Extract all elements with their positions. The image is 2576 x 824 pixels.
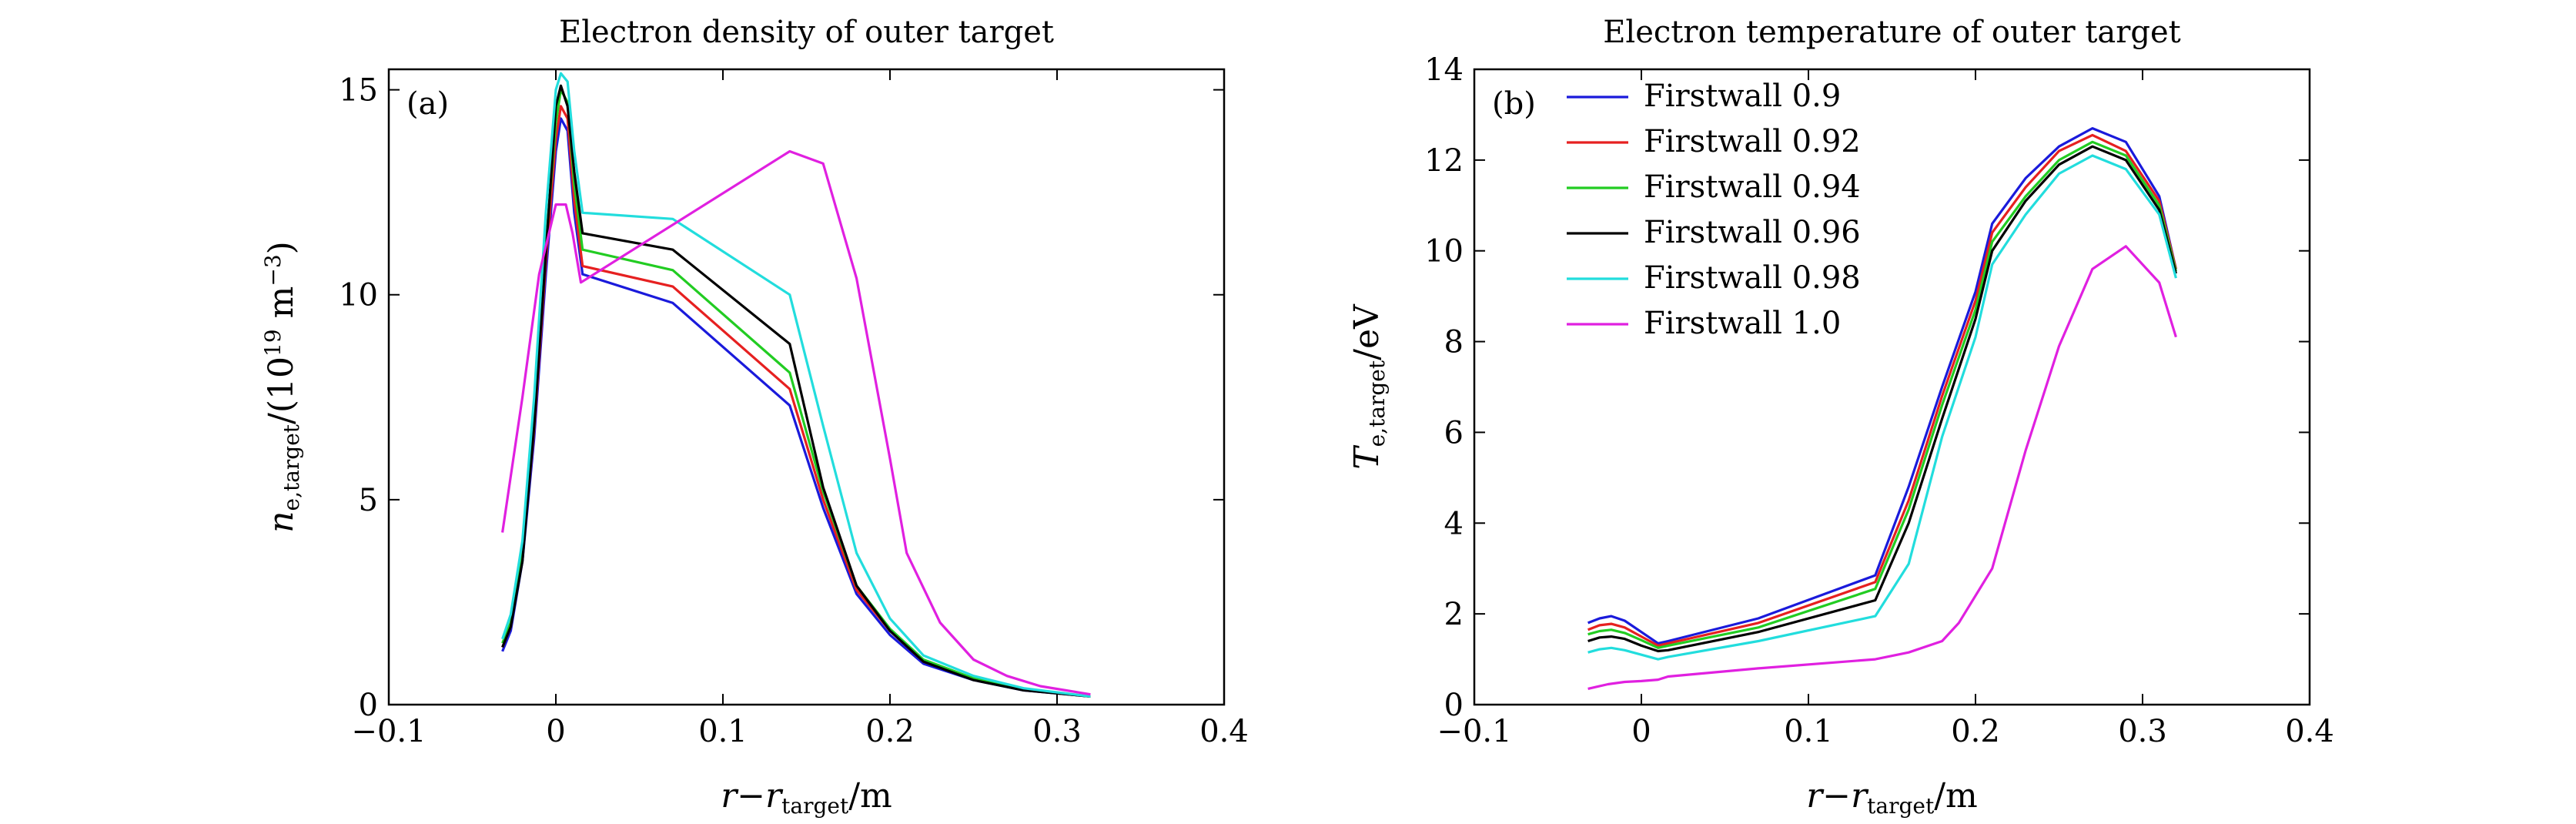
temperature-panel: Electron temperature of outer target −0.1… — [1347, 15, 2334, 819]
series-line-firstwall-0-96 — [1587, 145, 2177, 653]
series-line-firstwall-0-92 — [501, 105, 1091, 698]
series-group — [501, 72, 1091, 698]
plot-frame — [1473, 68, 2311, 706]
series-line-firstwall-0-94 — [501, 88, 1091, 698]
series-line-firstwall-0-96 — [501, 84, 1091, 698]
x-tick-label: 0.4 — [1199, 714, 1249, 749]
y-tick-label: 6 — [1444, 415, 1464, 451]
legend-entry: Firstwall 0.98 — [1644, 260, 1861, 296]
y-axis-label: Te,target/eV — [1347, 303, 1390, 470]
x-tick-label: 0.4 — [2285, 714, 2334, 749]
y-tick-label: 14 — [1424, 52, 1464, 88]
y-tick-label: 0 — [1444, 688, 1464, 723]
series-line-firstwall-0-98 — [1587, 154, 2177, 661]
x-tick-label: −0.1 — [1437, 714, 1511, 749]
chart-title: Electron density of outer target — [559, 15, 1054, 50]
series-line-firstwall-0-9 — [1587, 127, 2177, 645]
x-axis-label: r−rtarget/m — [1806, 776, 1978, 819]
y-tick-label: 12 — [1424, 143, 1464, 179]
legend-entry: Firstwall 0.92 — [1644, 124, 1861, 159]
legend-entry: Firstwall 0.9 — [1644, 79, 1841, 114]
y-tick-label: 0 — [359, 688, 378, 723]
chart-title: Electron temperature of outer target — [1603, 15, 2181, 50]
series-group — [1587, 127, 2177, 690]
y-tick-label: 10 — [1424, 234, 1464, 270]
y-tick-label: 2 — [1444, 597, 1464, 632]
x-tick-label: 0 — [546, 714, 565, 749]
series-line-firstwall-1-0 — [501, 149, 1091, 696]
y-tick-label: 5 — [359, 483, 378, 518]
y-tick-label: 10 — [339, 278, 378, 313]
legend-entry: Firstwall 0.96 — [1644, 215, 1861, 250]
y-tick-label: 4 — [1444, 506, 1464, 541]
legend-entry: Firstwall 1.0 — [1644, 306, 1841, 341]
x-tick-label: 0.1 — [1784, 714, 1833, 749]
x-tick-label: 0 — [1631, 714, 1651, 749]
x-tick-label: 0.3 — [1032, 714, 1082, 749]
x-tick-label: 0.1 — [698, 714, 748, 749]
panel-label: (a) — [406, 86, 449, 122]
series-line-firstwall-0-94 — [1587, 140, 2177, 649]
x-tick-label: 0.2 — [865, 714, 915, 749]
series-line-firstwall-0-98 — [501, 72, 1091, 698]
x-tick-label: 0.3 — [2118, 714, 2167, 749]
x-tick-label: 0.2 — [1951, 714, 2000, 749]
panel-label: (b) — [1492, 86, 1536, 122]
legend-entry: Firstwall 0.94 — [1644, 169, 1861, 205]
series-line-firstwall-0-92 — [1587, 133, 2177, 648]
y-tick-label: 15 — [339, 73, 378, 109]
density-panel: Electron density of outer target−0.1 0 0.1… — [260, 15, 1249, 819]
series-line-firstwall-1-0 — [1587, 245, 2177, 690]
x-tick-label: −0.1 — [351, 714, 426, 749]
x-axis-label: r−rtarget/m — [721, 776, 892, 819]
y-axis-label: ne,target/(1019 m−3) — [260, 241, 304, 533]
y-tick-label: 8 — [1444, 325, 1464, 360]
plot-frame — [387, 68, 1226, 706]
